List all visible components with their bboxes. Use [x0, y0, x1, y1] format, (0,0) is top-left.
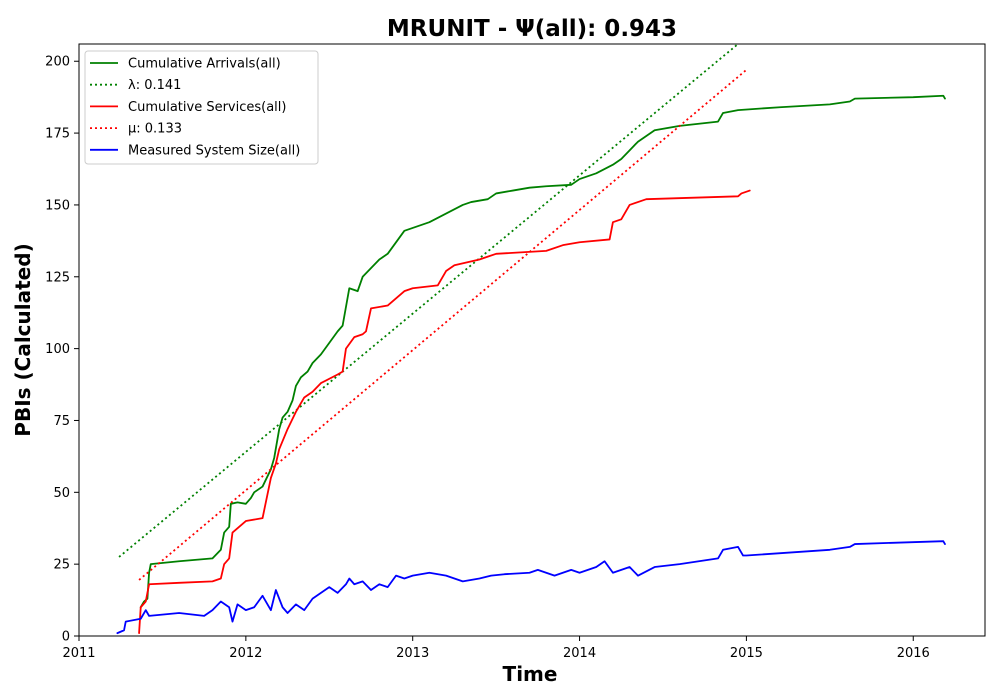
x-tick-label-5: 2016: [897, 646, 930, 661]
series-layer: [116, 44, 946, 635]
legend-label-1: λ: 0.141: [128, 78, 181, 93]
legend-label-0: Cumulative Arrivals(all): [128, 57, 281, 72]
x-axis: 2011 2012 2013 2014 2015 2016: [62, 636, 930, 661]
y-tick-label-6: 150: [45, 198, 70, 213]
legend-label-2: Cumulative Services(all): [128, 100, 286, 115]
legend-label-3: μ: 0.133: [128, 122, 182, 137]
series-line-4: [116, 540, 946, 635]
y-axis-label: PBIs (Calculated): [11, 243, 35, 436]
x-tick-label-0: 2011: [62, 646, 95, 661]
x-tick-label-2: 2013: [396, 646, 429, 661]
y-axis: 0 25 50 75 100 125 150 175 200: [45, 55, 79, 645]
y-tick-label-7: 175: [45, 127, 70, 142]
series-line-1: [118, 44, 739, 558]
legend-box: [84, 50, 319, 165]
y-tick-label-3: 75: [53, 414, 70, 429]
y-tick-label-1: 25: [53, 558, 70, 573]
x-axis-label: Time: [503, 662, 558, 686]
y-tick-label-2: 50: [53, 486, 70, 501]
x-tick-label-1: 2012: [229, 646, 262, 661]
chart-title: MRUNIT - Ψ(all): 0.943: [387, 16, 677, 42]
series-line-3: [138, 69, 747, 581]
y-tick-label-5: 125: [45, 270, 70, 285]
legend: Cumulative Arrivals(all) λ: 0.141 Cumulati…: [84, 50, 319, 165]
plot-area-frame: [78, 43, 986, 637]
x-tick-label-4: 2015: [730, 646, 763, 661]
legend-label-4: Measured System Size(all): [128, 143, 300, 158]
series-line-0: [139, 94, 946, 609]
y-tick-label-0: 0: [62, 630, 70, 645]
y-tick-label-4: 100: [45, 342, 70, 357]
x-tick-label-3: 2014: [563, 646, 596, 661]
series-line-2: [138, 189, 751, 635]
y-tick-label-8: 200: [45, 55, 70, 70]
